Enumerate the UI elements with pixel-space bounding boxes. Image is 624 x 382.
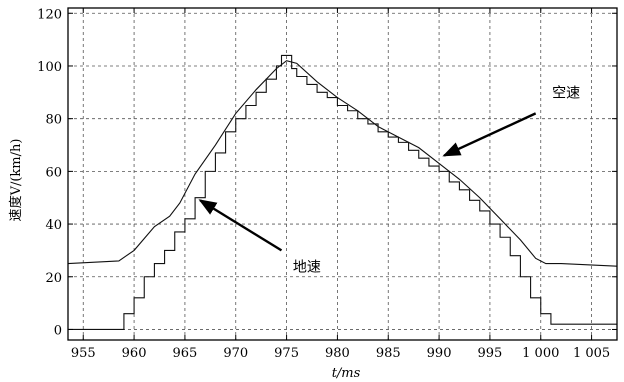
x-tick-label: 990 [427,346,452,361]
x-tick-label: 1 000 [522,346,559,361]
plot-frame [67,7,618,341]
y-tick-label: 0 [54,323,62,338]
chart-grid [68,8,617,340]
x-tick-label: 955 [71,346,96,361]
x-tick-label: 985 [376,346,401,361]
x-tick-label: 995 [478,346,503,361]
y-tick-label: 80 [45,113,62,128]
annotation-arrow [442,112,537,157]
x-tick-label: 970 [223,346,248,361]
series-layer [67,54,618,331]
y-tick-label: 40 [45,218,62,233]
axis-ticks: 955 960 965 970 975 980 985 990 995 1 000 1 005 0 20… [37,7,617,361]
x-tick-label: 980 [325,346,350,361]
y-tick-label: 100 [37,60,62,75]
y-tick-label: 120 [37,7,62,22]
x-tick-label: 965 [173,346,198,361]
y-axis-label: 速度V/(km/h) [8,139,24,222]
x-tick-label: 960 [122,346,147,361]
x-tick-label: 975 [274,346,299,361]
y-tick-label: 60 [45,165,62,180]
annotation-arrow [198,199,283,252]
x-tick-label: 1 005 [573,346,610,361]
y-tick-label: 20 [45,271,62,286]
annotation-label: 地速 [293,259,321,275]
x-axis-label: t/ms [332,366,361,381]
annotation-label: 空速 [552,86,580,102]
series-line-groundspeed [68,54,617,331]
series-line-airspeed [67,60,618,267]
